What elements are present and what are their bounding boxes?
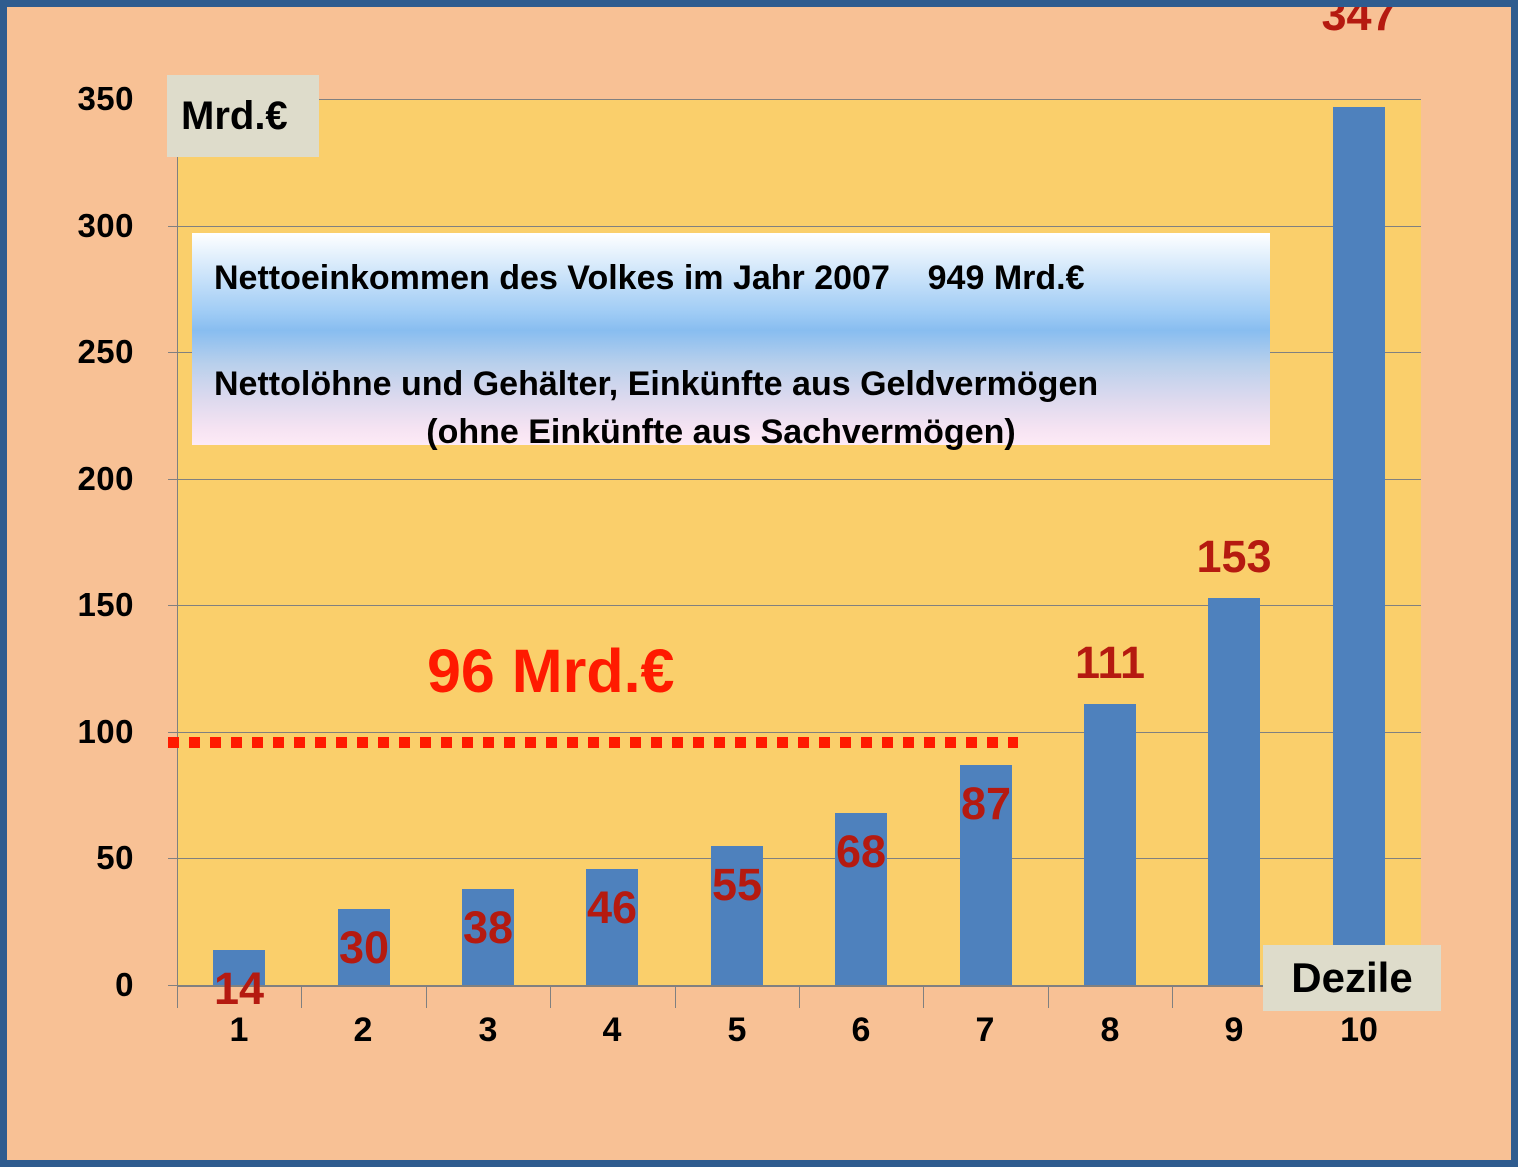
- x-tick-label: 10: [1340, 1011, 1378, 1049]
- bar: [338, 909, 390, 985]
- bar: [213, 950, 265, 985]
- y-tick-label: 300: [77, 207, 134, 244]
- y-tick-mark: [168, 985, 177, 986]
- x-tick-mark: [675, 986, 676, 1008]
- y-axis-line: [177, 99, 178, 985]
- gridline: [177, 732, 1421, 733]
- x-tick-mark: [301, 986, 302, 1008]
- bar-data-label: 46: [586, 882, 638, 933]
- bar: [1333, 107, 1385, 985]
- y-axis-unit-label: Mrd.€: [181, 94, 288, 138]
- gridline: [177, 226, 1421, 227]
- gridline: [177, 605, 1421, 606]
- bar-data-label: 14: [213, 963, 265, 1014]
- y-tick-label: 200: [77, 460, 134, 497]
- y-tick-mark: [168, 605, 177, 606]
- bar: [711, 846, 763, 985]
- bar: [1208, 598, 1260, 985]
- bar: [960, 765, 1012, 985]
- x-tick-mark: [923, 986, 924, 1008]
- y-tick-mark: [168, 479, 177, 480]
- average-dotted-line: [168, 737, 1018, 748]
- x-tick-label: 2: [353, 1011, 373, 1049]
- x-axis-unit-label: Dezile: [1291, 954, 1413, 1001]
- y-tick-label: 0: [115, 966, 134, 1003]
- bar: [1084, 704, 1136, 985]
- x-tick-mark: [426, 986, 427, 1008]
- y-tick-label: 100: [77, 713, 134, 750]
- info-line-1: Nettoeinkommen des Volkes im Jahr 2007 9…: [214, 259, 1085, 297]
- gridline: [177, 858, 1421, 859]
- info-line-2: Nettolöhne und Gehälter, Einkünfte aus G…: [214, 365, 1099, 403]
- x-tick-label: 3: [478, 1011, 498, 1049]
- average-callout-label: 96 Mrd.€: [427, 637, 675, 705]
- y-tick-label: 250: [77, 333, 134, 370]
- x-tick-label: 5: [727, 1011, 747, 1049]
- bar: [835, 813, 887, 985]
- bar-data-label: 38: [462, 902, 514, 953]
- bar-data-label: 87: [960, 778, 1012, 829]
- x-tick-mark: [550, 986, 551, 1008]
- y-axis-unit-box: Mrd.€: [167, 75, 319, 157]
- x-tick-mark: [799, 986, 800, 1008]
- y-tick-mark: [168, 732, 177, 733]
- bar: [462, 889, 514, 985]
- bar-data-label: 111: [1074, 637, 1146, 688]
- x-tick-mark: [177, 986, 178, 1008]
- x-tick-label: 8: [1100, 1011, 1120, 1049]
- x-tick-label: 1: [229, 1011, 249, 1049]
- y-tick-label: 350: [77, 80, 134, 117]
- gridline: [177, 99, 1421, 100]
- info-textbox: Nettoeinkommen des Volkes im Jahr 2007 9…: [192, 233, 1270, 449]
- bar-data-label: 55: [711, 859, 763, 910]
- gridline: [177, 479, 1421, 480]
- x-tick-label: 4: [602, 1011, 622, 1049]
- bar: [586, 869, 638, 985]
- x-axis-unit-box: Dezile: [1263, 945, 1441, 1011]
- y-tick-mark: [168, 226, 177, 227]
- y-tick-mark: [168, 858, 177, 859]
- y-tick-label: 50: [96, 839, 134, 876]
- x-tick-label: 7: [975, 1011, 995, 1049]
- bar-data-label: 30: [338, 922, 390, 973]
- bar-data-label: 153: [1196, 531, 1272, 582]
- bar-data-label: 68: [835, 826, 887, 877]
- y-tick-label: 150: [77, 586, 134, 623]
- y-tick-mark: [168, 352, 177, 353]
- info-line-3: (ohne Einkünfte aus Sachvermögen): [426, 413, 1016, 451]
- x-tick-mark: [1172, 986, 1173, 1008]
- x-tick-label: 6: [851, 1011, 871, 1049]
- bar-data-label: 347: [1321, 0, 1397, 40]
- x-tick-label: 9: [1224, 1011, 1244, 1049]
- x-tick-mark: [1048, 986, 1049, 1008]
